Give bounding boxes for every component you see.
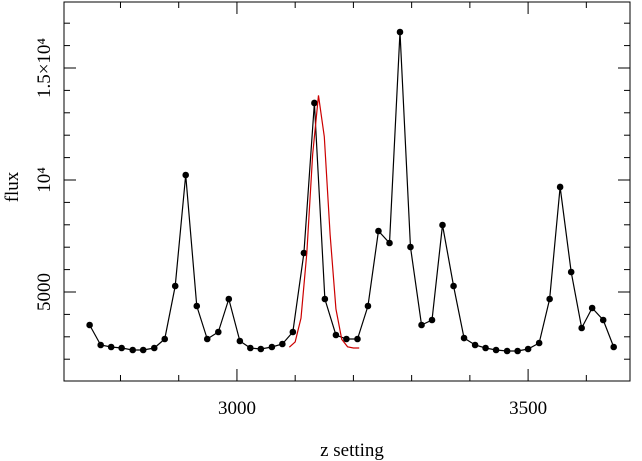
data-point	[236, 337, 244, 345]
data-point	[428, 316, 436, 324]
data-point	[257, 345, 265, 353]
data-point	[396, 28, 404, 36]
data-point	[129, 346, 137, 354]
data-point	[567, 268, 575, 276]
data-point	[354, 335, 361, 343]
data-point	[343, 335, 350, 343]
data-point	[492, 346, 500, 354]
data-point	[193, 302, 201, 310]
data-point	[386, 239, 393, 247]
x-tick-label: 3500	[509, 398, 547, 419]
data-point	[578, 324, 585, 332]
data-point	[556, 183, 564, 191]
data-point	[503, 347, 511, 355]
data-point	[599, 316, 607, 324]
data-point	[588, 304, 596, 312]
data-point	[215, 328, 222, 336]
y-tick-label: 10⁴	[34, 167, 55, 193]
data-point	[311, 99, 318, 107]
data-point	[610, 343, 617, 351]
data-point	[161, 335, 169, 343]
data-point	[225, 295, 233, 303]
data-point	[268, 343, 276, 351]
data-point	[364, 302, 372, 310]
data-point	[118, 344, 125, 352]
data-point	[203, 335, 211, 343]
data-point	[514, 347, 521, 355]
y-axis-label: flux	[2, 171, 23, 202]
data-point	[535, 339, 543, 347]
data-point	[150, 344, 158, 352]
data-point	[300, 249, 308, 257]
y-tick-label: 5000	[34, 273, 55, 311]
data-point	[418, 321, 425, 329]
data-line	[89, 31, 615, 352]
data-point	[450, 282, 457, 290]
data-point	[279, 340, 286, 348]
data-point	[471, 341, 479, 349]
plot-frame	[63, 1, 631, 382]
data-point	[332, 331, 340, 339]
data-line	[288, 95, 360, 349]
data-point	[407, 243, 414, 251]
data-point	[171, 282, 179, 290]
data-point	[439, 221, 446, 229]
data-point	[375, 227, 382, 235]
data-point	[107, 343, 115, 351]
data-point	[86, 321, 93, 329]
y-tick-label: 1.5×10⁴	[34, 38, 55, 98]
data-point	[546, 295, 553, 303]
x-axis-label: z setting	[320, 440, 384, 461]
data-point	[182, 171, 190, 179]
data-point	[139, 346, 147, 354]
data-point	[97, 341, 104, 349]
data-point	[524, 345, 532, 353]
data-point	[460, 334, 468, 342]
data-point	[247, 344, 254, 352]
data-point	[289, 328, 297, 336]
data-point	[482, 344, 489, 352]
x-tick-label: 3000	[218, 398, 256, 419]
data-point	[321, 295, 329, 303]
